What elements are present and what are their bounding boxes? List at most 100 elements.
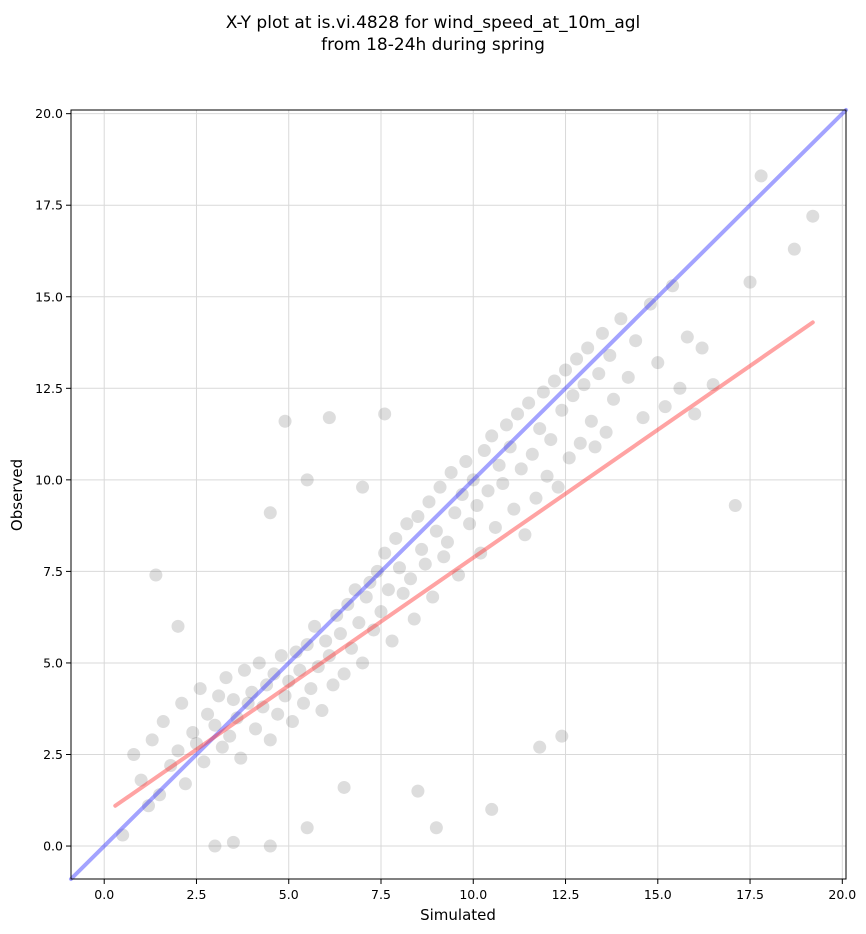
scatter-point [448,506,462,520]
scatter-point [477,444,491,458]
scatter-point [499,418,513,432]
scatter-point [300,638,314,652]
scatter-point [407,612,421,626]
scatter-point [337,780,351,794]
scatter-point [142,799,155,813]
scatter-point [555,729,569,743]
scatter-point [282,674,296,688]
scatter-point [566,389,580,403]
scatter-point [193,682,207,696]
scatter-point [452,568,465,582]
scatter-point [559,363,573,377]
x-tick-label: 7.5 [371,887,391,902]
scatter-point [511,407,525,421]
y-tick-label: 12.5 [35,381,63,396]
scatter-point [433,480,447,494]
scatter-point [529,491,543,505]
scatter-point [418,557,432,571]
scatter-point [400,517,414,531]
scatter-point [411,509,425,523]
grid [71,110,846,879]
scatter-point [584,414,598,428]
scatter-point [256,700,270,714]
y-tick-label: 2.5 [43,747,63,762]
scatter-point [249,722,263,736]
scatter-point [536,385,550,399]
y-tick-label: 5.0 [43,655,63,670]
scatter-point [680,330,694,344]
scatter-point [116,828,130,842]
scatter-point [385,634,399,648]
scatter-point [260,678,274,692]
scatter-point [437,550,451,564]
scatter-point [592,367,606,381]
scatter-point [333,627,347,641]
scatter-point [507,502,521,516]
scatter-point [492,458,506,472]
scatter-point [278,414,292,428]
scatter-point [226,693,240,707]
scatter-point [666,279,680,293]
y-tick-label: 0.0 [43,839,63,854]
scatter-point [459,455,473,469]
scatter-point [219,671,233,685]
scatter-point [581,341,595,355]
x-axis-label: Simulated [420,906,496,924]
scatter-point [728,498,742,512]
scatter-point [252,656,266,670]
scatter-point [356,656,370,670]
scatter-point [392,561,406,575]
scatter-point [577,378,591,392]
scatter-point [263,733,277,747]
scatter-point [411,784,425,798]
scatter-point [503,440,517,454]
scatter-point [322,411,336,425]
scatter-point [533,740,547,754]
scatter-point [311,660,325,674]
scatter-point [263,506,277,520]
scatter-point [595,326,609,340]
scatter-point [149,568,163,582]
scatter-point [695,341,709,355]
scatter-point [319,634,333,648]
scatter-point [241,696,255,710]
scatter-point [396,586,410,600]
scatter-point [651,356,665,370]
scatter-point [555,403,569,417]
scatter-point [562,451,576,465]
scatter-point [614,312,628,326]
scatter-point [525,447,539,461]
scatter-point [352,616,366,630]
scatter-point [326,678,340,692]
x-tick-label: 10.0 [459,887,487,902]
scatter-point [293,663,307,677]
scatter-point [208,718,222,732]
scatter-point [285,715,299,729]
scatter-point [263,839,277,853]
scatter-point [603,348,617,362]
scatter-point [444,466,458,480]
scatter-point [540,469,554,483]
scatter-point [344,641,358,655]
x-tick-label: 0.0 [94,887,114,902]
scatter-point [415,542,429,556]
scatter-point [337,667,351,681]
scatter-point [643,297,657,311]
scatter-point [278,689,292,703]
scatter-point [226,835,240,849]
scatter-point [806,209,820,223]
scatter-point [156,715,170,729]
scatter-point [374,605,388,619]
x-tick-label: 5.0 [279,887,299,902]
scatter-point [429,821,443,835]
y-axis-label: Observed [8,459,26,531]
scatter-point [237,663,251,677]
scatter-point [171,744,185,758]
scatter-point [370,564,384,578]
chart-title-line-2: from 18-24h during spring [321,35,545,55]
scatter-point [359,590,373,604]
scatter-point [470,498,484,512]
fit-line [113,320,815,808]
scatter-point [706,378,720,392]
